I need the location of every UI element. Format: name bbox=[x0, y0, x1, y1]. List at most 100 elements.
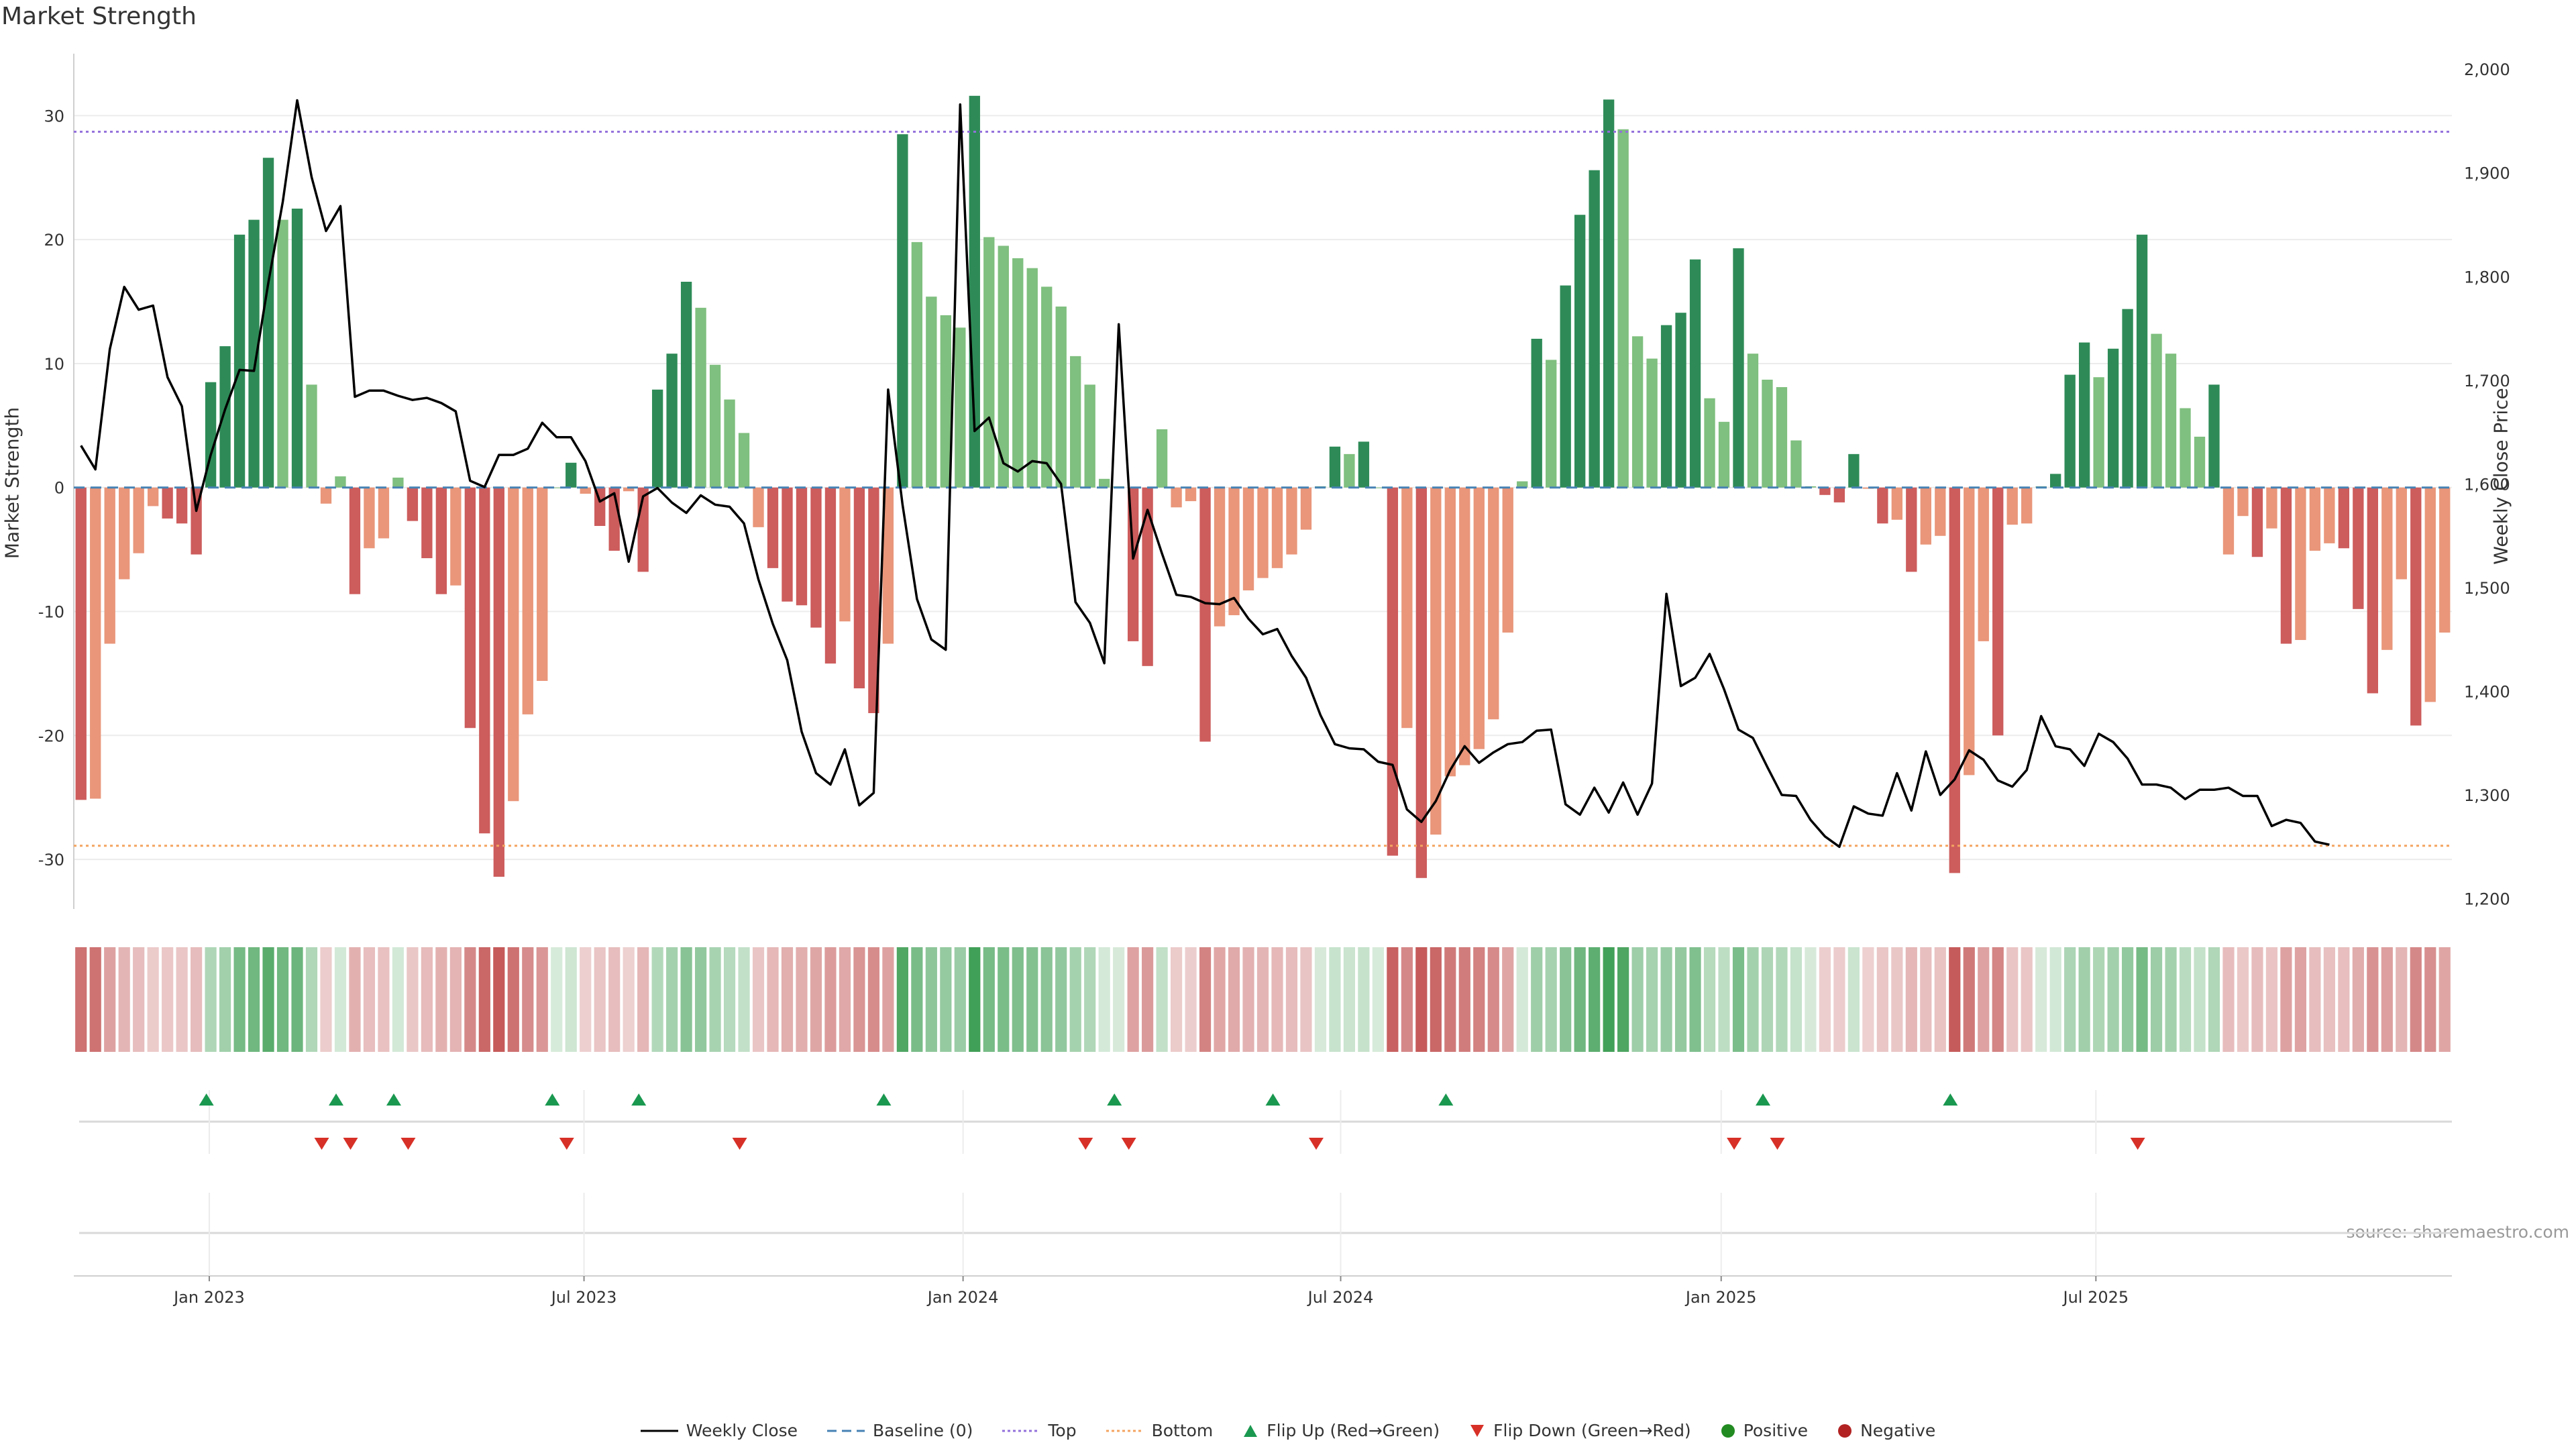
flip-down-marker bbox=[1770, 1138, 1785, 1150]
y-tick-label-left: 20 bbox=[44, 231, 64, 250]
strength-bar bbox=[1819, 487, 1831, 495]
strength-bar bbox=[1877, 487, 1888, 524]
strength-bar bbox=[753, 487, 764, 527]
strength-heat-cell bbox=[2251, 947, 2263, 1052]
strength-heat-cell bbox=[853, 947, 865, 1052]
strength-bar bbox=[2280, 487, 2292, 644]
strength-bar bbox=[623, 487, 635, 492]
dotted-line-icon bbox=[1106, 1430, 1144, 1432]
strength-bar bbox=[2410, 487, 2422, 726]
flip-up-marker bbox=[1107, 1093, 1122, 1106]
strength-bar bbox=[1084, 384, 1095, 488]
strength-bar bbox=[695, 307, 706, 488]
strength-bar bbox=[277, 219, 288, 488]
y-tick-label-right: 1,500 bbox=[2464, 579, 2510, 598]
strength-heat-cell bbox=[1170, 947, 1183, 1052]
strength-bar bbox=[1271, 487, 1283, 568]
strength-heat-cell bbox=[248, 947, 260, 1052]
strength-bar bbox=[176, 487, 188, 524]
strength-bar bbox=[1286, 487, 1297, 555]
strength-heat-cell bbox=[1847, 947, 1860, 1052]
strength-bar bbox=[508, 487, 519, 802]
strength-bar bbox=[464, 487, 476, 729]
strength-heat-cell bbox=[551, 947, 563, 1052]
strength-bar bbox=[2439, 487, 2451, 633]
y-tick-label-left: -10 bbox=[38, 603, 64, 622]
strength-bar bbox=[233, 234, 246, 488]
strength-heat-cell bbox=[1142, 947, 1154, 1052]
strength-heat-cell bbox=[1531, 947, 1543, 1052]
strength-bar bbox=[1862, 487, 1874, 489]
strength-heat-cell bbox=[1026, 947, 1038, 1052]
y-tick-label-left: -20 bbox=[38, 727, 64, 745]
legend-item-flip-up: Flip Up (Red→Green) bbox=[1242, 1421, 1440, 1440]
strength-bar bbox=[479, 487, 490, 834]
x-tick-label: Jan 2024 bbox=[926, 1288, 999, 1307]
strength-bar bbox=[897, 134, 908, 488]
strength-heat-cell bbox=[2107, 947, 2119, 1052]
strength-heat-cell bbox=[233, 947, 246, 1052]
flip-down-marker bbox=[732, 1138, 747, 1150]
legend-item-top: Top bbox=[1002, 1421, 1077, 1440]
strength-bar bbox=[1978, 487, 1989, 641]
strength-heat-cell bbox=[305, 947, 318, 1052]
x-tick-label: Jan 2025 bbox=[1684, 1288, 1757, 1307]
strength-heat-cell bbox=[637, 947, 649, 1052]
strength-heat-cell bbox=[666, 947, 678, 1052]
strength-heat-cell bbox=[493, 947, 505, 1052]
strength-heat-cell bbox=[1343, 947, 1356, 1052]
strength-bar bbox=[2338, 487, 2350, 549]
y-tick-label-right: 2,000 bbox=[2464, 60, 2510, 79]
strength-bar bbox=[1228, 487, 1240, 616]
strength-bar bbox=[2367, 487, 2378, 694]
strength-bar bbox=[2122, 309, 2133, 488]
strength-bar bbox=[2266, 487, 2277, 529]
strength-bar bbox=[724, 399, 735, 488]
strength-heat-cell bbox=[2208, 947, 2220, 1052]
x-tick-label: Jul 2025 bbox=[2061, 1288, 2129, 1307]
strength-heat-cell bbox=[1819, 947, 1831, 1052]
strength-heat-cell bbox=[738, 947, 750, 1052]
flip-down-marker bbox=[2130, 1138, 2145, 1150]
strength-bar bbox=[1099, 478, 1110, 488]
strength-heat-cell bbox=[2093, 947, 2105, 1052]
strength-bar bbox=[364, 487, 375, 549]
strength-bar bbox=[1992, 487, 2004, 736]
strength-heat-cell bbox=[104, 947, 116, 1052]
strength-heat-cell bbox=[1069, 947, 1081, 1052]
strength-heat-cell bbox=[2424, 947, 2436, 1052]
strength-heat-cell bbox=[925, 947, 937, 1052]
strength-bar bbox=[262, 158, 274, 488]
strength-bar bbox=[1199, 487, 1211, 742]
legend-item-baseline: Baseline (0) bbox=[827, 1421, 973, 1440]
triangle-down-icon bbox=[1470, 1424, 1485, 1437]
strength-heat-cell bbox=[1545, 947, 1557, 1052]
strength-bar bbox=[1156, 429, 1168, 488]
strength-bar bbox=[853, 487, 865, 689]
strength-heat-cell bbox=[449, 947, 462, 1052]
legend-item-flip-down: Flip Down (Green→Red) bbox=[1469, 1421, 1691, 1440]
strength-heat-cell bbox=[421, 947, 433, 1052]
strength-heat-cell bbox=[2338, 947, 2350, 1052]
strength-heat-cell bbox=[1617, 947, 1629, 1052]
strength-heat-cell bbox=[1415, 947, 1428, 1052]
strength-heat-cell bbox=[1876, 947, 1888, 1052]
strength-bar bbox=[2151, 333, 2162, 488]
strength-heat-cell bbox=[1718, 947, 1730, 1052]
strength-heat-cell bbox=[1732, 947, 1745, 1052]
strength-bar bbox=[1214, 487, 1226, 627]
strength-bar bbox=[1488, 487, 1499, 720]
strength-heat-cell bbox=[435, 947, 447, 1052]
legend-label-top: Top bbox=[1048, 1421, 1077, 1440]
strength-bar bbox=[2295, 487, 2306, 641]
strength-heat-cell bbox=[320, 947, 332, 1052]
y-tick-label-right: 1,600 bbox=[2464, 475, 2510, 494]
strength-bar bbox=[882, 487, 894, 644]
flip-up-marker bbox=[1265, 1093, 1281, 1106]
strength-bar bbox=[2381, 487, 2393, 650]
strength-heat-cell bbox=[623, 947, 635, 1052]
strength-heat-cell bbox=[1458, 947, 1470, 1052]
strength-heat-cell bbox=[911, 947, 923, 1052]
strength-heat-cell bbox=[1516, 947, 1528, 1052]
legend-label-negative: Negative bbox=[1860, 1421, 1936, 1440]
